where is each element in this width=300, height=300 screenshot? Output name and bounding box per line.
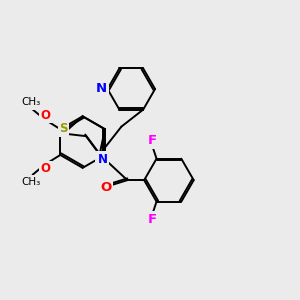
Text: CH₃: CH₃ bbox=[19, 98, 40, 108]
Text: O: O bbox=[100, 181, 111, 194]
Text: N: N bbox=[97, 154, 106, 167]
Text: N: N bbox=[96, 82, 107, 94]
Text: F: F bbox=[148, 134, 157, 147]
Text: CH₃: CH₃ bbox=[21, 98, 40, 107]
Text: F: F bbox=[148, 213, 157, 226]
Text: CH₃: CH₃ bbox=[21, 177, 40, 187]
Text: N: N bbox=[98, 153, 108, 166]
Text: O: O bbox=[40, 109, 50, 122]
Text: O: O bbox=[40, 162, 50, 175]
Text: S: S bbox=[59, 122, 68, 135]
